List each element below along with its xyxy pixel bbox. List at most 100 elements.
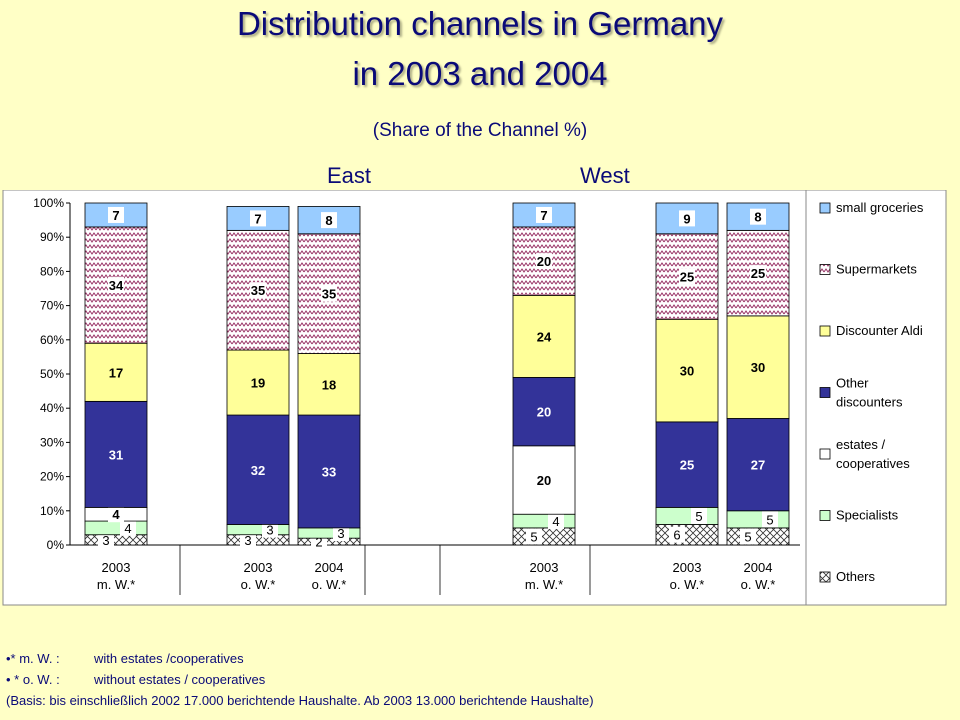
- data-label: 34: [109, 278, 124, 293]
- data-label-bg: [333, 525, 349, 542]
- data-label: 20: [537, 254, 551, 269]
- legend-swatch: [819, 264, 831, 275]
- data-label-bg: [108, 206, 124, 223]
- y-tick-label: 70%: [40, 299, 64, 313]
- x-category-sub-label: m. W.*: [525, 577, 563, 592]
- bar-segment-discounter-aldi: [84, 342, 148, 402]
- page-subtitle: (Share of the Channel %): [372, 120, 588, 141]
- data-label: 5: [744, 529, 751, 544]
- data-label-bg: [98, 531, 114, 548]
- y-tick-label: 40%: [40, 401, 64, 415]
- data-label-bg: [740, 528, 756, 545]
- region-east-label: East: [327, 163, 372, 188]
- data-label: 7: [540, 208, 547, 223]
- data-label-bg: [750, 265, 766, 282]
- footnotes: •* m. W. : with estates /cooperatives • *…: [6, 648, 594, 711]
- data-label-bg: [262, 521, 278, 538]
- footnote-text-1: with estates /cooperatives: [94, 651, 244, 666]
- data-label-bg: [536, 472, 552, 489]
- data-label: 3: [244, 533, 251, 548]
- data-label-bg: [321, 212, 337, 229]
- stacked-bar-chart: 0%10%20%30%40%50%60%70%80%90%100%3443117…: [2, 190, 947, 606]
- page-title-line2: in 2003 and 2004: [352, 55, 608, 92]
- data-label: 7: [112, 208, 119, 223]
- bar-segment-specialists: [655, 506, 719, 525]
- data-label-bg: [321, 285, 337, 302]
- legend-label: Supermarkets: [836, 262, 917, 277]
- data-label: 25: [751, 266, 765, 281]
- data-label: 30: [680, 364, 694, 379]
- bar-segment-discounter-aldi: [726, 315, 790, 419]
- x-category-year-label: 2003: [530, 560, 559, 575]
- data-label: 18: [322, 377, 336, 392]
- data-label-bg: [548, 513, 564, 530]
- data-label: 19: [251, 376, 265, 391]
- data-label: 9: [683, 211, 690, 226]
- data-label: 8: [325, 213, 332, 228]
- x-category-year-label: 2003: [102, 560, 131, 575]
- data-label: 5: [695, 509, 702, 524]
- footnote-row-2: • * o. W. : without estates / cooperative…: [6, 669, 594, 690]
- data-label: 27: [751, 458, 765, 473]
- data-label-bg: [536, 253, 552, 270]
- y-tick-label: 80%: [40, 264, 64, 278]
- footnote-row-1: •* m. W. : with estates /cooperatives: [6, 648, 594, 669]
- data-label-bg: [240, 531, 256, 548]
- data-label-bg: [750, 208, 766, 225]
- data-label: 4: [124, 521, 131, 536]
- legend-label: discounters: [836, 395, 903, 410]
- data-label: 30: [751, 360, 765, 375]
- data-label: 32: [251, 463, 265, 478]
- legend-label: Discounter Aldi: [836, 323, 923, 338]
- footnote-text-2: without estates / cooperatives: [94, 672, 266, 687]
- bar-segment-others: [512, 527, 576, 546]
- legend-swatch: [819, 571, 831, 583]
- data-label: 35: [322, 287, 336, 302]
- footnote-key-1: •* m. W. :: [6, 651, 60, 666]
- bar-segment-discounter-aldi: [226, 349, 290, 416]
- bar-segment-specialists: [226, 524, 290, 536]
- bar-segment-supermarkets: [655, 233, 719, 320]
- legend-swatch: [819, 510, 831, 521]
- data-label: 7: [254, 211, 261, 226]
- y-tick-label: 90%: [40, 230, 64, 244]
- bar-segment-specialists: [84, 520, 148, 536]
- legend-swatch: [819, 448, 831, 460]
- bar-segment-discounter-aldi: [512, 294, 576, 378]
- data-label-bg: [536, 206, 552, 223]
- data-label-bg: [669, 526, 685, 543]
- y-tick-label: 60%: [40, 333, 64, 347]
- data-label: 3: [266, 523, 273, 538]
- bar-segment-specialists: [726, 510, 790, 529]
- data-label: 4: [552, 514, 559, 529]
- data-label: 20: [537, 405, 551, 420]
- x-category-sub-label: o. W.*: [670, 577, 705, 592]
- x-category-year-label: 2003: [244, 560, 273, 575]
- data-label-bg: [762, 511, 778, 528]
- data-label: 33: [322, 464, 336, 479]
- data-label: 8: [754, 210, 761, 225]
- bar-segment-others: [84, 534, 148, 546]
- basis-note: (Basis: bis einschließlich 2002 17.000 b…: [6, 693, 594, 708]
- bar-segment-other-discounters: [512, 377, 576, 447]
- bar-segment-other-discounters: [655, 421, 719, 508]
- x-category-sub-label: o. W.*: [741, 577, 776, 592]
- data-label: 5: [530, 529, 537, 544]
- data-label: 31: [109, 447, 123, 462]
- data-label-bg: [108, 506, 124, 523]
- x-category-sub-label: o. W.*: [312, 577, 347, 592]
- data-label: 25: [680, 270, 694, 285]
- bar-segment-others: [226, 534, 290, 546]
- x-category-year-label: 2004: [315, 560, 344, 575]
- data-label: 4: [112, 507, 120, 522]
- legend-label: Others: [836, 569, 876, 584]
- data-label: 25: [680, 458, 694, 473]
- legend-swatch: [819, 325, 831, 337]
- region-west-label: West: [580, 163, 630, 188]
- data-label: 3: [337, 526, 344, 541]
- data-label: 35: [251, 283, 265, 298]
- bar-segment-other-discounters: [226, 414, 290, 525]
- x-category-sub-label: m. W.*: [97, 577, 135, 592]
- data-label: 17: [109, 365, 123, 380]
- x-category-sub-label: o. W.*: [241, 577, 276, 592]
